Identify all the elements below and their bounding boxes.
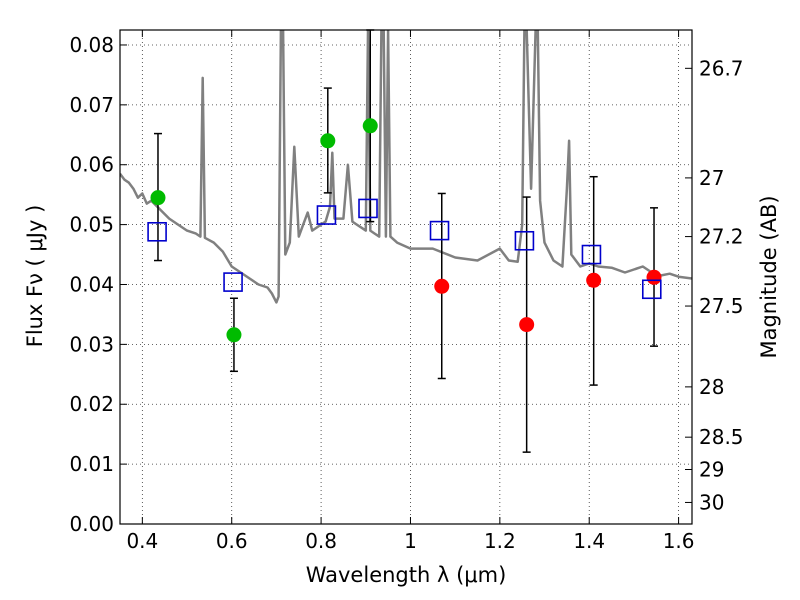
red-data-point	[586, 272, 602, 288]
red-data-point	[434, 278, 450, 294]
spectrum-layer	[120, 30, 692, 304]
blue-square-point	[147, 221, 167, 242]
y-tick-label: 0.05	[69, 213, 114, 237]
spectrum-line	[120, 30, 692, 304]
y-tick-label: 0.04	[69, 272, 114, 296]
x-tick-label: 0.8	[305, 529, 337, 553]
y2-tick-label: 28	[699, 375, 724, 399]
x-tick-label: 0.6	[216, 529, 248, 553]
y2-tick-label: 30	[699, 490, 724, 514]
grid-layer	[120, 30, 692, 525]
y2-tick-label: 27	[699, 166, 724, 190]
blue-square-point	[429, 220, 450, 241]
y-axis-label: Flux Fν ( μJy )	[23, 205, 47, 348]
blue-square-point	[358, 198, 378, 219]
y-tick-label: 0.07	[69, 93, 114, 117]
red-data-point	[646, 269, 662, 285]
errorbar-layer	[153, 29, 659, 453]
x-axis-label: Wavelength λ (μm)	[306, 563, 507, 587]
y-tick-label: 0.06	[69, 153, 114, 177]
green-data-point	[320, 133, 336, 149]
blue-square-point	[514, 230, 535, 251]
y-tick-label: 0.08	[69, 33, 114, 57]
blue-square-point	[641, 279, 662, 300]
y2-axis-label: Magnitude (AB)	[757, 195, 781, 358]
y2-tick-label: 27.2	[699, 225, 744, 249]
green-data-point	[226, 327, 242, 343]
plot-frame	[119, 29, 693, 525]
red-data-point	[519, 317, 535, 333]
y2-tick-label: 29	[699, 458, 724, 482]
marker-layer	[147, 118, 662, 343]
x-tick-label: 1	[404, 529, 417, 553]
blue-square-point	[581, 244, 602, 265]
y-tick-label: 0.00	[69, 512, 114, 536]
x-tick-label: 0.4	[126, 529, 158, 553]
green-data-point	[362, 118, 378, 134]
green-data-point	[150, 190, 166, 206]
tick-layer: 0.4 0.6 0.8 1 1.2 1.4 1.6 0.00 0.01 0.02 0.03 0.04 0…	[69, 30, 744, 553]
blue-square-point	[223, 272, 243, 292]
x-tick-label: 1.4	[573, 529, 605, 553]
y-tick-label: 0.01	[69, 452, 114, 476]
blue-square-point	[316, 205, 337, 225]
x-tick-label: 1.6	[663, 529, 695, 553]
y2-tick-label: 27.5	[699, 294, 744, 318]
label-layer: Wavelength λ (μm) Flux Fν ( μJy ) Magnit…	[23, 195, 781, 587]
y-tick-label: 0.02	[69, 392, 114, 416]
y2-tick-label: 26.7	[699, 56, 744, 80]
x-tick-label: 1.2	[484, 529, 516, 553]
y-tick-label: 0.03	[69, 332, 114, 356]
y2-tick-label: 28.5	[699, 425, 744, 449]
